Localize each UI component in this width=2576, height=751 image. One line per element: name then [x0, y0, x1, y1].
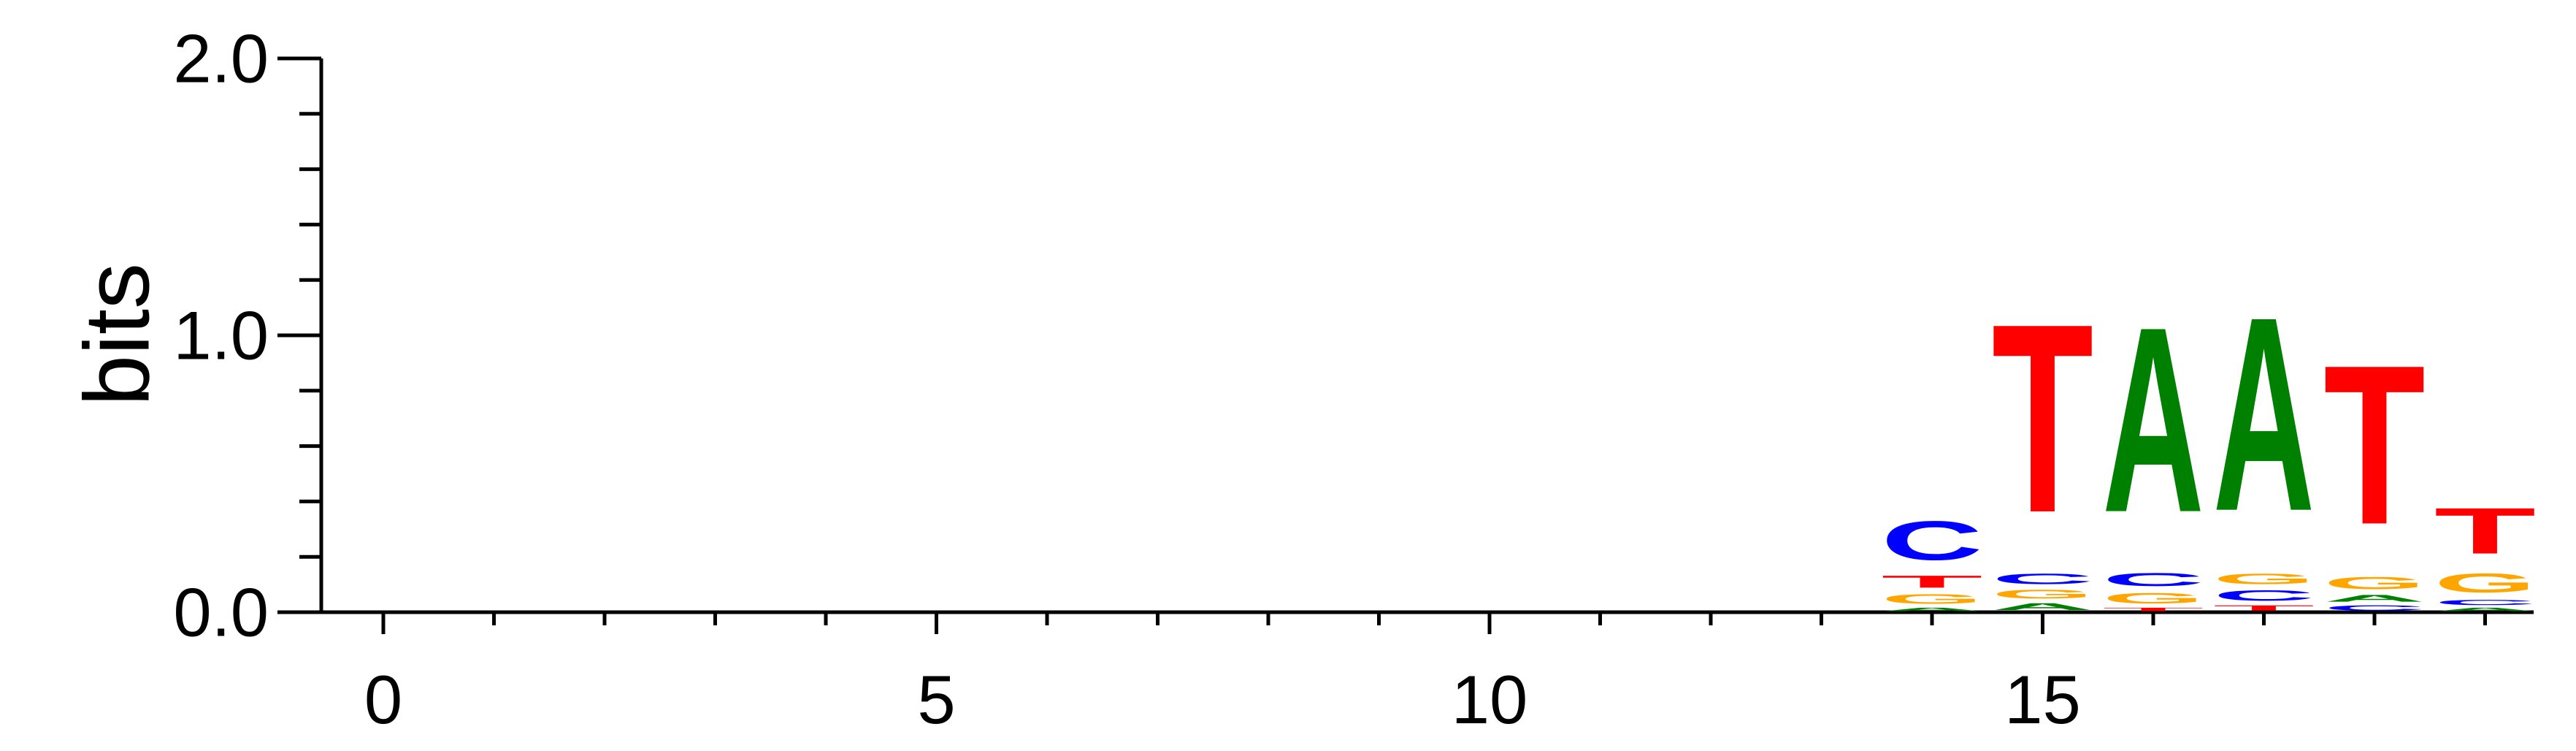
logo-letter-T: T: [2213, 604, 2315, 612]
y-ticks: 0.0 1.0 2.0: [173, 20, 321, 651]
logo-letter-T: T: [2323, 318, 2425, 572]
x-ticks: 0 5 10 15: [364, 612, 2487, 738]
logo-letter-A: A: [2102, 272, 2204, 568]
logo-letter-G: G: [2323, 573, 2425, 593]
x-tick-label: 10: [1452, 661, 1528, 738]
logo-letter-G: G: [1992, 587, 2093, 601]
logo-letter-C: C: [1992, 571, 2093, 587]
y-axis-label: bits: [66, 263, 169, 406]
logo-letter-A: A: [2213, 259, 2315, 568]
logo-letter-T: T: [1992, 267, 2093, 569]
logo-letter-A: A: [2323, 592, 2425, 603]
logo-letter-T: T: [1881, 572, 1982, 591]
logo-letter-G: G: [2213, 571, 2315, 587]
logo-letter-C: C: [2102, 569, 2204, 590]
logo-letter-A: A: [1992, 601, 2093, 612]
logo-letter-G: G: [2102, 590, 2204, 607]
x-tick-label: 0: [364, 661, 402, 738]
logo-letter-G: G: [2434, 568, 2536, 598]
logo-letter-C: C: [2323, 604, 2425, 612]
y-tick-label: 0.0: [173, 574, 269, 651]
logo-letter-T: T: [2434, 494, 2536, 567]
y-tick-label: 2.0: [173, 20, 269, 97]
logo-letter-T: T: [2102, 606, 2204, 612]
logo-letter-C: C: [2213, 587, 2315, 604]
x-tick-label: 5: [917, 661, 955, 738]
logo-letter-A: A: [2434, 606, 2536, 612]
x-tick-label: 15: [2004, 661, 2081, 738]
logo-letter-C: C: [1881, 510, 1982, 572]
logo-letter-G: G: [1881, 592, 1982, 607]
logo-letter-A: A: [1881, 606, 1982, 612]
logo-letter-C: C: [2434, 598, 2536, 606]
y-tick-label: 1.0: [173, 297, 269, 374]
axes: 0.0 1.0 2.0 0 5 10 15: [173, 20, 2534, 738]
